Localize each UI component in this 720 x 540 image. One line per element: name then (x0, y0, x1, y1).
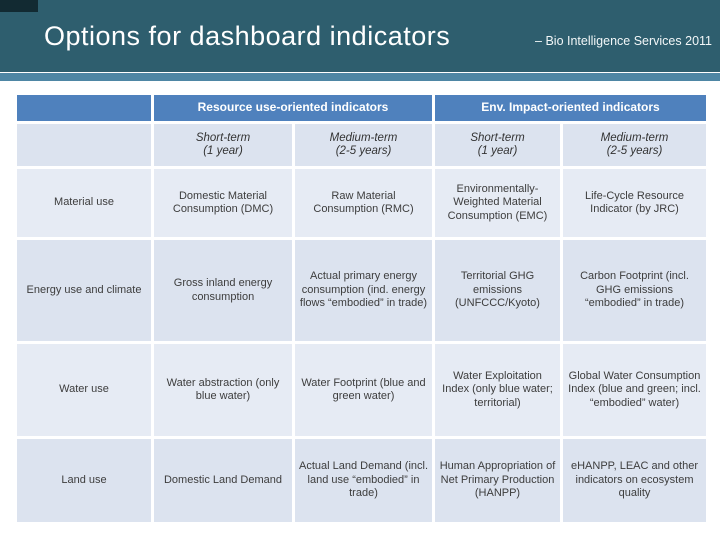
group-header-resource: Resource use-oriented indicators (154, 95, 432, 121)
row-label-energy-use-and-climate: Energy use and climate (17, 240, 151, 341)
subheader-empty-cell (17, 124, 151, 166)
group-header-env: Env. Impact-oriented indicators (435, 95, 706, 121)
row-label-land-use: Land use (17, 439, 151, 522)
column-header-short-term-env: Short-term (1 year) (435, 124, 560, 166)
row-label-water-use: Water use (17, 344, 151, 436)
row-label-material-use: Material use (17, 169, 151, 237)
column-header-line: (1 year) (203, 145, 243, 157)
table-cell: Domestic Material Consumption (DMC) (154, 169, 292, 237)
table-cell: Human Appropriation of Net Primary Produ… (435, 439, 560, 522)
table-corner-cell (17, 95, 151, 121)
table-cell: Carbon Footprint (incl. GHG emissions “e… (563, 240, 706, 341)
table-cell: Gross inland energy consumption (154, 240, 292, 341)
table-cell: Actual primary energy consumption (ind. … (295, 240, 432, 341)
column-header-line: Short-term (195, 131, 251, 144)
column-header-medium-term-env: Medium-term (2-5 years) (563, 124, 706, 166)
table-cell: Water abstraction (only blue water) (154, 344, 292, 436)
column-header-line: (1 year) (477, 145, 518, 157)
page-subtitle: – Bio Intelligence Services 2011 (535, 34, 712, 48)
column-header-short-term-resource: Short-term (1 year) (154, 124, 292, 166)
column-header-line: Medium-term (329, 131, 398, 144)
slide-header: Options for dashboard indicators – Bio I… (0, 0, 720, 72)
table-cell: Life-Cycle Resource Indicator (by JRC) (563, 169, 706, 237)
page-title: Options for dashboard indicators (44, 21, 451, 51)
table-cell: Domestic Land Demand (154, 439, 292, 522)
table-cell: Raw Material Consumption (RMC) (295, 169, 432, 237)
column-header-line: (2-5 years) (606, 145, 663, 157)
table-cell: Actual Land Demand (incl. land use “embo… (295, 439, 432, 522)
indicators-table: Resource use-oriented indicators Env. Im… (17, 95, 706, 522)
corner-accent (0, 0, 38, 12)
table-cell: Territorial GHG emissions (UNFCCC/Kyoto) (435, 240, 560, 341)
table-cell: eHANPP, LEAC and other indicators on eco… (563, 439, 706, 522)
table-cell: Water Exploitation Index (only blue wate… (435, 344, 560, 436)
table-cell: Environmentally-Weighted Material Consum… (435, 169, 560, 237)
table-cell: Global Water Consumption Index (blue and… (563, 344, 706, 436)
table-cell: Water Footprint (blue and green water) (295, 344, 432, 436)
column-header-line: (2-5 years) (335, 145, 392, 157)
column-header-line: Medium-term (600, 131, 669, 144)
column-header-line: Short-term (470, 131, 525, 144)
header-stripe (0, 73, 720, 81)
column-header-medium-term-resource: Medium-term (2-5 years) (295, 124, 432, 166)
